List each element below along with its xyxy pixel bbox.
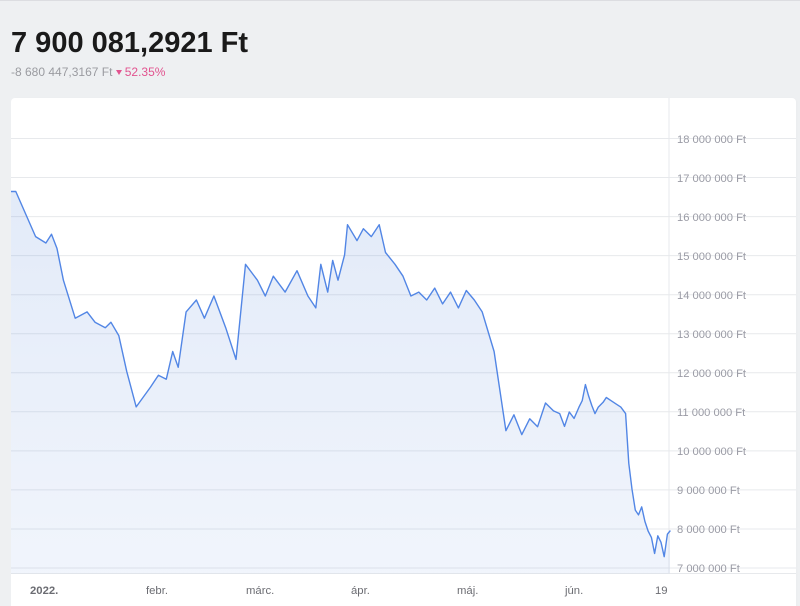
svg-text:8 000 000 Ft: 8 000 000 Ft (677, 524, 741, 536)
svg-text:15 000 000 Ft: 15 000 000 Ft (677, 251, 747, 263)
svg-text:jún.: jún. (564, 585, 583, 597)
svg-text:márc.: márc. (246, 585, 274, 597)
svg-text:13 000 000 Ft: 13 000 000 Ft (677, 329, 747, 341)
svg-text:febr.: febr. (146, 585, 168, 597)
svg-text:18 000 000 Ft: 18 000 000 Ft (677, 134, 747, 146)
svg-text:10 000 000 Ft: 10 000 000 Ft (677, 446, 747, 458)
svg-text:12 000 000 Ft: 12 000 000 Ft (677, 368, 747, 380)
svg-text:ápr.: ápr. (351, 585, 370, 597)
svg-text:17 000 000 Ft: 17 000 000 Ft (677, 173, 747, 185)
svg-text:9 000 000 Ft: 9 000 000 Ft (677, 485, 741, 497)
svg-text:2022.: 2022. (30, 585, 58, 597)
svg-text:16 000 000 Ft: 16 000 000 Ft (677, 212, 747, 224)
svg-text:7 000 000 Ft: 7 000 000 Ft (677, 563, 741, 575)
svg-text:máj.: máj. (457, 585, 478, 597)
svg-text:19: 19 (655, 585, 668, 597)
svg-text:11 000 000 Ft: 11 000 000 Ft (677, 407, 746, 419)
svg-text:14 000 000 Ft: 14 000 000 Ft (677, 290, 747, 302)
